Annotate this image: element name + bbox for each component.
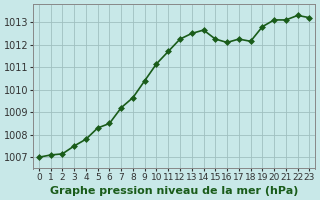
X-axis label: Graphe pression niveau de la mer (hPa): Graphe pression niveau de la mer (hPa) (50, 186, 298, 196)
